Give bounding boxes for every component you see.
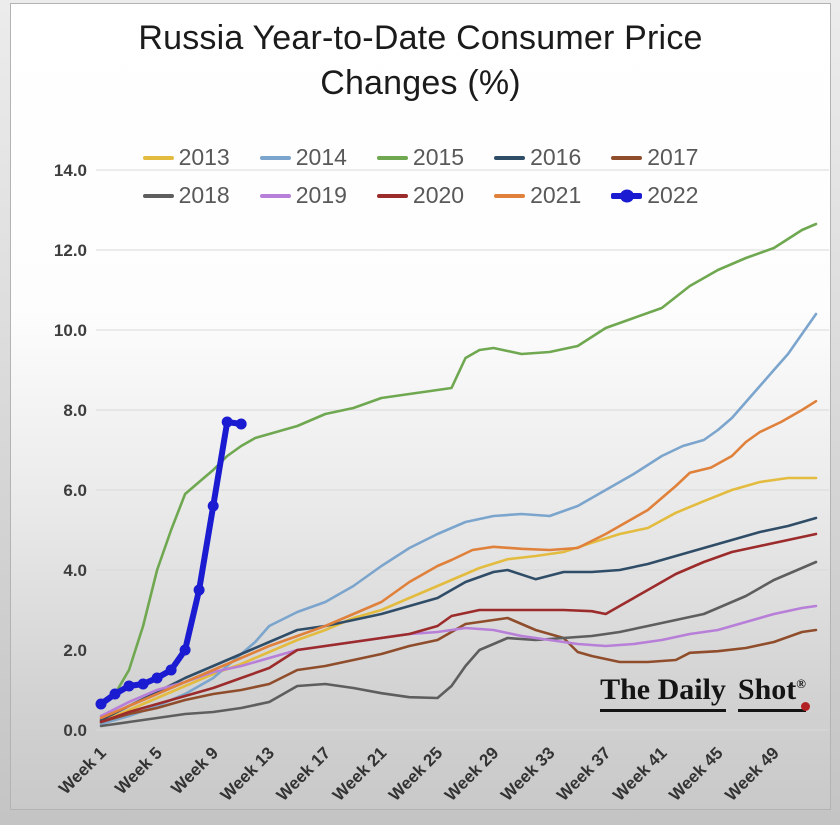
y-tick-label-10.0: 10.0: [54, 321, 87, 340]
legend-swatch-2019: [259, 193, 291, 198]
series-marker-2022-week-6: [165, 664, 177, 676]
x-tick-label-week-37: Week 37: [553, 743, 614, 804]
legend-item-2018: 2018: [142, 182, 230, 209]
chart-title-line-2: Changes (%): [320, 64, 521, 102]
series-marker-2022-week-11: [235, 418, 247, 430]
series-marker-2022-week-8: [193, 584, 205, 596]
legend-item-2016: 2016: [494, 144, 581, 171]
legend-swatch-2016: [494, 155, 526, 160]
x-tick-label-week-1: Week 1: [55, 743, 110, 798]
legend-row-2: 2018 2019 2020 2021 2022: [142, 182, 698, 209]
registered-trademark-icon: ®: [796, 676, 806, 691]
legend-label-2015: 2015: [412, 144, 465, 170]
legend-label-2022: 2022: [647, 182, 699, 208]
series-marker-2022-week-10: [221, 416, 233, 428]
x-tick-label-week-41: Week 41: [609, 743, 670, 804]
legend-label-2019: 2019: [295, 182, 347, 208]
x-tick-label-week-33: Week 33: [497, 743, 558, 804]
legend-item-2014: 2014: [259, 144, 347, 171]
series-line-2015: [99, 222, 818, 708]
y-tick-label-12.0: 12.0: [54, 241, 87, 260]
series-line-2016: [99, 516, 818, 722]
legend-item-2019: 2019: [259, 182, 347, 209]
legend: 2013 2014 2015 2016 2017 2018 2019 2020 2021 2022: [11, 144, 830, 209]
watermark-text-the-daily: The Daily: [600, 673, 726, 712]
x-tick-label-week-17: Week 17: [273, 743, 334, 804]
y-tick-label-2.0: 2.0: [63, 641, 87, 660]
x-tick-label-week-21: Week 21: [329, 743, 390, 804]
x-tick-label-week-13: Week 13: [217, 743, 278, 804]
y-tick-label-0.0: 0.0: [63, 721, 87, 740]
legend-swatch-2022: [611, 189, 643, 202]
x-tick-label-week-25: Week 25: [385, 743, 446, 804]
legend-label-2021: 2021: [530, 182, 582, 208]
watermark-text-shot: Shot®: [737, 673, 810, 712]
legend-item-2017: 2017: [611, 144, 698, 171]
series-line-2019: [99, 604, 818, 718]
x-tick-label-week-29: Week 29: [441, 743, 502, 804]
legend-item-2020: 2020: [376, 182, 465, 209]
legend-swatch-2014: [259, 155, 291, 160]
y-tick-label-8.0: 8.0: [63, 401, 87, 420]
series-marker-2022-week-9: [207, 500, 219, 512]
legend-item-2022: 2022: [611, 182, 698, 209]
legend-item-2015: 2015: [376, 144, 465, 171]
legend-item-2021: 2021: [494, 182, 581, 209]
series-line-2020: [99, 532, 818, 724]
series-marker-2022-week-3: [123, 680, 135, 692]
series-marker-2022-week-2: [109, 688, 121, 700]
legend-swatch-2021: [494, 193, 526, 198]
watermark-red-dot: [801, 702, 810, 711]
watermark-the-daily-shot: The Daily Shot®: [600, 673, 810, 712]
series-marker-2022-week-1: [95, 698, 107, 710]
chart-title-line-1: Russia Year-to-Date Consumer Price: [138, 19, 703, 57]
legend-item-2013: 2013: [142, 144, 230, 171]
y-tick-label-4.0: 4.0: [63, 561, 87, 580]
legend-row-1: 2013 2014 2015 2016 2017: [142, 144, 698, 171]
chart-title: Russia Year-to-Date Consumer Price Chang…: [11, 16, 830, 106]
series-line-2017: [99, 616, 818, 724]
y-tick-label-14.0: 14.0: [54, 161, 87, 180]
series-marker-2022-week-4: [137, 678, 149, 690]
legend-swatch-2018: [142, 193, 174, 198]
legend-label-2014: 2014: [295, 144, 347, 170]
legend-swatch-2013: [142, 155, 174, 160]
series-marker-2022-week-7: [179, 644, 191, 656]
x-tick-label-week-45: Week 45: [665, 743, 726, 804]
legend-label-2018: 2018: [178, 182, 230, 208]
legend-swatch-2017: [611, 155, 643, 160]
legend-label-2017: 2017: [647, 144, 699, 170]
chart-card: Russia Year-to-Date Consumer Price Chang…: [10, 3, 831, 810]
series-marker-2022-week-5: [151, 672, 163, 684]
series-line-2021: [99, 399, 818, 720]
x-tick-label-week-49: Week 49: [721, 743, 782, 804]
legend-marker-dot-2022: [619, 189, 634, 202]
legend-swatch-2020: [376, 193, 408, 198]
x-tick-label-week-9: Week 9: [167, 743, 222, 798]
legend-label-2013: 2013: [178, 144, 230, 170]
y-tick-label-6.0: 6.0: [63, 481, 87, 500]
legend-swatch-2015: [376, 155, 408, 160]
legend-label-2020: 2020: [412, 182, 465, 208]
legend-label-2016: 2016: [530, 144, 582, 170]
x-tick-label-week-5: Week 5: [111, 743, 166, 798]
series-line-2018: [99, 560, 818, 728]
